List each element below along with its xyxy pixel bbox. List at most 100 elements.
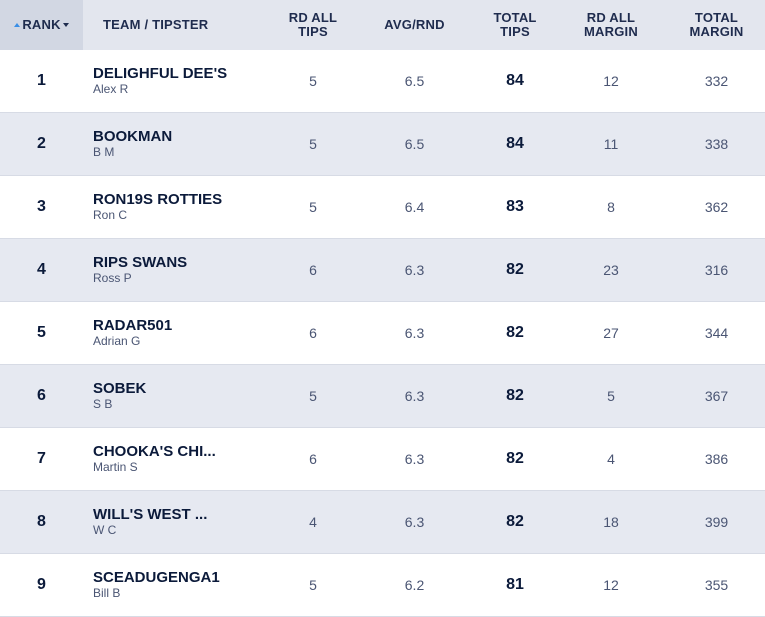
- total-margin-cell: 332: [704, 73, 729, 89]
- rank-cell: 1: [37, 72, 46, 89]
- tipster-name: Ron C: [93, 208, 128, 222]
- table-row[interactable]: 9 SCEADUGENGA1 Bill B 5 6.2 81 12 355: [0, 554, 765, 617]
- rank-cell: 2: [37, 135, 46, 152]
- total-tips-cell: 83: [506, 198, 524, 215]
- total-tips-cell: 84: [506, 72, 524, 89]
- table-row[interactable]: 3 RON19S ROTTIES Ron C 5 6.4 83 8 362: [0, 176, 765, 239]
- total-margin-cell: 386: [704, 451, 729, 467]
- tipster-name: B M: [93, 145, 115, 159]
- rd-all-margin-cell: 23: [603, 262, 619, 278]
- avg-rnd-cell: 6.4: [404, 199, 425, 215]
- rd-all-tips-cell: 5: [309, 199, 317, 215]
- avg-rnd-cell: 6.3: [404, 262, 425, 278]
- avg-rnd-cell: 6.5: [404, 73, 425, 89]
- total-tips-header: TOTAL TIPS: [493, 10, 537, 39]
- total-tips-cell: 82: [506, 450, 524, 467]
- tipster-name: Adrian G: [93, 334, 141, 348]
- team-name-link[interactable]: CHOOKA'S CHI...: [93, 443, 216, 460]
- rd-all-tips-cell: 6: [309, 325, 317, 341]
- rd-all-margin-cell: 5: [607, 388, 615, 404]
- rd-all-margin-cell: 12: [603, 577, 619, 593]
- team-cell: BOOKMAN B M: [83, 113, 273, 175]
- total-tips-cell: 84: [506, 135, 524, 152]
- avg-rnd-cell: 6.3: [404, 451, 425, 467]
- rank-cell: 3: [37, 198, 46, 215]
- team-name-link[interactable]: RADAR501: [93, 317, 173, 334]
- team-cell: DELIGHFUL DEE'S Alex R: [83, 50, 273, 112]
- sort-up-icon: [14, 23, 21, 27]
- rank-sort-header[interactable]: RANK: [0, 0, 83, 50]
- rank-cell: 9: [37, 576, 46, 593]
- rd-all-tips-cell: 5: [309, 73, 317, 89]
- rank-header-label: RANK: [22, 17, 61, 32]
- tipster-name: S B: [93, 397, 113, 411]
- team-name-link[interactable]: WILL'S WEST ...: [93, 506, 208, 523]
- total-tips-cell: 82: [506, 324, 524, 341]
- team-header: TEAM / TIPSTER: [103, 17, 209, 32]
- table-header: RANK TEAM / TIPSTER RD ALL TIPS AVG/RND …: [0, 0, 765, 50]
- team-name-link[interactable]: SOBEK: [93, 380, 147, 397]
- total-margin-cell: 338: [704, 136, 729, 152]
- team-name-link[interactable]: SCEADUGENGA1: [93, 569, 220, 586]
- total-margin-cell: 316: [704, 262, 729, 278]
- team-cell: SOBEK S B: [83, 365, 273, 427]
- team-cell: SCEADUGENGA1 Bill B: [83, 554, 273, 616]
- team-cell: RON19S ROTTIES Ron C: [83, 176, 273, 238]
- team-cell: WILL'S WEST ... W C: [83, 491, 273, 553]
- rd-all-margin-header: RD ALL MARGIN: [584, 10, 638, 39]
- tipster-name: Bill B: [93, 586, 121, 600]
- team-cell: RADAR501 Adrian G: [83, 302, 273, 364]
- total-tips-cell: 81: [506, 576, 524, 593]
- avg-rnd-cell: 6.2: [404, 577, 425, 593]
- table-row[interactable]: 2 BOOKMAN B M 5 6.5 84 11 338: [0, 113, 765, 176]
- total-margin-cell: 362: [704, 199, 729, 215]
- total-margin-cell: 344: [704, 325, 729, 341]
- total-tips-cell: 82: [506, 261, 524, 278]
- total-margin-cell: 399: [704, 514, 729, 530]
- rank-cell: 5: [37, 324, 46, 341]
- team-cell: RIPS SWANS Ross P: [83, 239, 273, 301]
- avg-rnd-cell: 6.3: [404, 388, 425, 404]
- rank-cell: 6: [37, 387, 46, 404]
- tipster-name: Ross P: [93, 271, 132, 285]
- rd-all-margin-cell: 4: [607, 451, 615, 467]
- table-row[interactable]: 4 RIPS SWANS Ross P 6 6.3 82 23 316: [0, 239, 765, 302]
- rank-cell: 4: [37, 261, 46, 278]
- rd-all-tips-cell: 5: [309, 136, 317, 152]
- total-margin-cell: 367: [704, 388, 729, 404]
- rd-all-tips-cell: 6: [309, 451, 317, 467]
- avg-rnd-cell: 6.5: [404, 136, 425, 152]
- table-row[interactable]: 1 DELIGHFUL DEE'S Alex R 5 6.5 84 12 332: [0, 50, 765, 113]
- rd-all-tips-header: RD ALL TIPS: [288, 10, 338, 39]
- rank-cell: 7: [37, 450, 46, 467]
- rd-all-margin-cell: 12: [603, 73, 619, 89]
- total-margin-cell: 355: [704, 577, 729, 593]
- team-name-link[interactable]: BOOKMAN: [93, 128, 173, 145]
- table-row[interactable]: 6 SOBEK S B 5 6.3 82 5 367: [0, 365, 765, 428]
- rd-all-margin-cell: 27: [603, 325, 619, 341]
- rd-all-margin-cell: 18: [603, 514, 619, 530]
- team-name-link[interactable]: RIPS SWANS: [93, 254, 188, 271]
- table-row[interactable]: 7 CHOOKA'S CHI... Martin S 6 6.3 82 4 38…: [0, 428, 765, 491]
- tipster-name: W C: [93, 523, 117, 537]
- avg-rnd-cell: 6.3: [404, 514, 425, 530]
- avg-rnd-cell: 6.3: [404, 325, 425, 341]
- rd-all-tips-cell: 6: [309, 262, 317, 278]
- total-tips-cell: 82: [506, 387, 524, 404]
- team-cell: CHOOKA'S CHI... Martin S: [83, 428, 273, 490]
- rd-all-tips-cell: 4: [309, 514, 317, 530]
- sort-down-icon: [62, 23, 69, 27]
- table-row[interactable]: 8 WILL'S WEST ... W C 4 6.3 82 18 399: [0, 491, 765, 554]
- rd-all-margin-cell: 11: [603, 136, 619, 152]
- total-tips-cell: 82: [506, 513, 524, 530]
- rd-all-tips-cell: 5: [309, 577, 317, 593]
- rank-cell: 8: [37, 513, 46, 530]
- table-body: 1 DELIGHFUL DEE'S Alex R 5 6.5 84 12 332…: [0, 50, 765, 617]
- tipster-name: Alex R: [93, 82, 129, 96]
- tipster-name: Martin S: [93, 460, 138, 474]
- team-name-link[interactable]: DELIGHFUL DEE'S: [93, 65, 228, 82]
- team-name-link[interactable]: RON19S ROTTIES: [93, 191, 223, 208]
- table-row[interactable]: 5 RADAR501 Adrian G 6 6.3 82 27 344: [0, 302, 765, 365]
- rd-all-margin-cell: 8: [607, 199, 615, 215]
